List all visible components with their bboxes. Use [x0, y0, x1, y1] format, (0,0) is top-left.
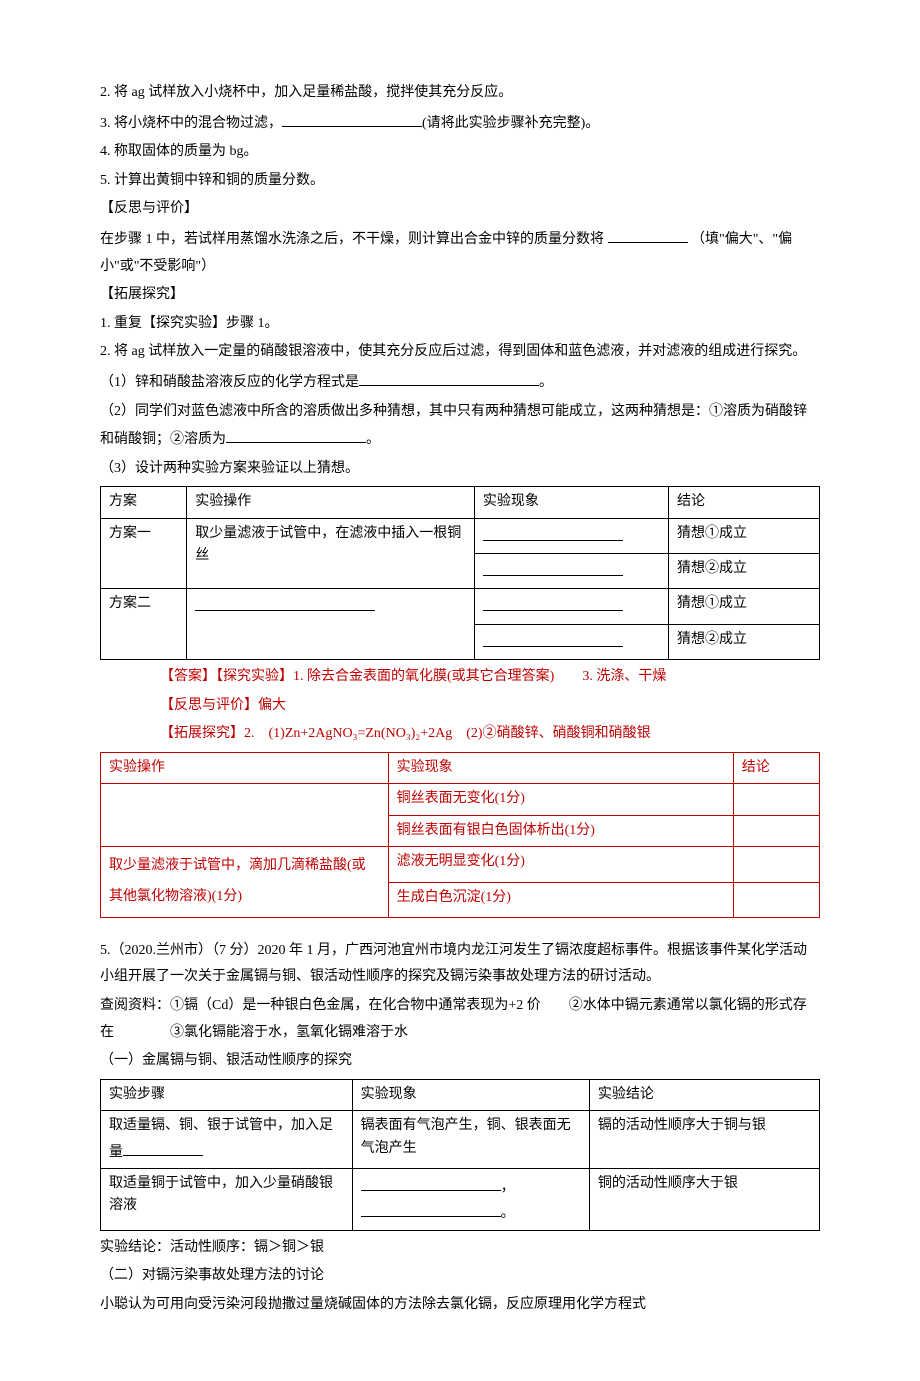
step-5: 5. 计算出黄铜中锌和铜的质量分数。 [100, 168, 820, 195]
th-concl: 结论 [668, 487, 819, 518]
th-op: 实验操作 [187, 487, 475, 518]
cell-plan1: 方案一 [101, 518, 187, 589]
blank-step3[interactable] [282, 109, 422, 127]
extend-2-2: （2）同学们对蓝色滤液中所含的溶质做出多种猜想，其中只有两种猜想可能成立，这两种… [100, 399, 820, 454]
q5-info: 查阅资料：①镉（Cd）是一种银白色金属，在化合物中通常表现为+2 价 ②水体中镉… [100, 993, 820, 1046]
extend-2: 2. 将 ag 试样放入一定量的硝酸银溶液中，使其充分反应后过滤，得到固体和蓝色… [100, 339, 820, 366]
th-concl: 结论 [733, 753, 819, 784]
table-plan: 方案 实验操作 实验现象 结论 方案一 取少量滤液于试管中，在滤液中插入一根铜丝… [100, 486, 820, 660]
th-concl: 实验结论 [589, 1079, 819, 1110]
blank-cell[interactable] [483, 593, 623, 611]
th-phenom: 实验现象 [352, 1079, 589, 1110]
cell-concl: 猜想①成立 [668, 518, 819, 553]
table-row: 铜丝表面无变化(1分) [101, 784, 820, 815]
cell-phenom [474, 518, 668, 553]
table-row: 实验操作 实验现象 结论 [101, 753, 820, 784]
extend-1: 1. 重复【探究实验】步骤 1。 [100, 311, 820, 338]
th-plan: 方案 [101, 487, 187, 518]
step-3-text-a: 3. 将小烧杯中的混合物过滤， [100, 116, 282, 131]
q5-part2: （二）对镉污染事故处理方法的讨论 [100, 1263, 820, 1290]
extend-2-1-a: （1）锌和硝酸盐溶液反应的化学方程式是 [100, 375, 359, 390]
cell-phenom: 镉表面有气泡产生，铜、银表面无气泡产生 [352, 1111, 589, 1169]
table-row: 方案一 取少量滤液于试管中，在滤液中插入一根铜丝 猜想①成立 [101, 518, 820, 553]
q5-part1: （一）金属镉与铜、银活动性顺序的探究 [100, 1048, 820, 1075]
cell-concl: 猜想②成立 [668, 624, 819, 659]
table-row: 取适量镉、铜、银于试管中，加入足量 镉表面有气泡产生，铜、银表面无气泡产生 镉的… [101, 1111, 820, 1169]
cell-concl: 猜想①成立 [668, 589, 819, 624]
table-answer: 实验操作 实验现象 结论 铜丝表面无变化(1分) 铜丝表面有银白色固体析出(1分… [100, 752, 820, 918]
cell-concl: 猜想②成立 [668, 554, 819, 589]
th-step: 实验步骤 [101, 1079, 353, 1110]
step-4: 4. 称取固体的质量为 bg。 [100, 139, 820, 166]
cell-concl [733, 882, 819, 917]
reflect-a: 在步骤 1 中，若试样用蒸馏水洗涤之后，不干燥，则计算出合金中锌的质量分数将 [100, 232, 604, 247]
extend-2-1: （1）锌和硝酸盐溶液反应的化学方程式是 。 [100, 368, 820, 397]
table-row: 方案二 猜想①成立 [101, 589, 820, 624]
blank-cell[interactable] [483, 629, 623, 647]
q5-conclusion: 实验结论：活动性顺序：镉＞铜＞银 [100, 1235, 820, 1262]
reflect-text: 在步骤 1 中，若试样用蒸馏水洗涤之后，不干燥，则计算出合金中锌的质量分数将 （… [100, 225, 820, 280]
extend-2-2-b: 。 [366, 432, 380, 447]
heading-reflect: 【反思与评价】 [100, 196, 820, 223]
cell-concl: 铜的活动性顺序大于银 [589, 1168, 819, 1230]
step-2: 2. 将 ag 试样放入小烧杯中，加入足量稀盐酸，搅拌使其充分反应。 [100, 80, 820, 107]
cell-step: 取适量镉、铜、银于试管中，加入足量 [101, 1111, 353, 1169]
blank-reagent[interactable] [123, 1138, 203, 1156]
blank-cell[interactable] [483, 523, 623, 541]
table-row: 取少量滤液于试管中，滴加几滴稀盐酸(或其他氯化物溶液)(1分) 滤液无明显变化(… [101, 847, 820, 882]
extend-2-1-b: 。 [539, 375, 553, 390]
cell-phenom: 铜丝表面无变化(1分) [388, 784, 733, 815]
blank-reflect[interactable] [608, 225, 688, 243]
step-3-text-b: (请将此实验步骤补充完整)。 [422, 116, 599, 131]
q5-xiaocong: 小聪认为可用向受污染河段抛撒过量烧碱固体的方法除去氯化镉，反应原理用化学方程式 [100, 1292, 820, 1319]
blank-equation[interactable] [359, 368, 539, 386]
cell-phenom: 生成白色沉淀(1分) [388, 882, 733, 917]
cell-plan2: 方案二 [101, 589, 187, 660]
cell-op2 [187, 589, 475, 660]
blank-phenom-a[interactable] [361, 1173, 501, 1191]
blank-guess2[interactable] [226, 425, 366, 443]
th-phenom: 实验现象 [474, 487, 668, 518]
cell-phenom: 铜丝表面有银白色固体析出(1分) [388, 815, 733, 846]
th-op: 实验操作 [101, 753, 389, 784]
cell-op: 取少量滤液于试管中，滴加几滴稀盐酸(或其他氯化物溶液)(1分) [101, 847, 389, 918]
table-q5: 实验步骤 实验现象 实验结论 取适量镉、铜、银于试管中，加入足量 镉表面有气泡产… [100, 1079, 820, 1231]
q5-intro: 5.（2020.兰州市）（7 分）2020 年 1 月，广西河池宜州市境内龙江河… [100, 938, 820, 991]
table-row: 方案 实验操作 实验现象 结论 [101, 487, 820, 518]
cell-concl [733, 784, 819, 815]
extend-2-3: （3）设计两种实验方案来验证以上猜想。 [100, 456, 820, 483]
cell-concl [733, 847, 819, 882]
cell-phenom [474, 624, 668, 659]
answer-2: 【反思与评价】偏大 [100, 693, 820, 720]
th-phenom: 实验现象 [388, 753, 733, 784]
cell-phenom [474, 589, 668, 624]
cell-concl [733, 815, 819, 846]
step-3: 3. 将小烧杯中的混合物过滤， (请将此实验步骤补充完整)。 [100, 109, 820, 138]
answer-1: 【答案】【探究实验】1. 除去合金表面的氧化膜(或其它合理答案) 3. 洗涤、干… [100, 664, 820, 691]
cell-op1: 取少量滤液于试管中，在滤液中插入一根铜丝 [187, 518, 475, 589]
cell-phenom: 滤液无明显变化(1分) [388, 847, 733, 882]
answer-3: 【拓展探究】2. (1)Zn+2AgNO₃=Zn(NO₃)₂+2Ag (2)②硝… [100, 721, 820, 748]
blank-cell[interactable] [483, 558, 623, 576]
table-row: 实验步骤 实验现象 实验结论 [101, 1079, 820, 1110]
cell-phenom: ，。 [352, 1168, 589, 1230]
cell-step: 取适量铜于试管中，加入少量硝酸银溶液 [101, 1168, 353, 1230]
blank-phenom-b[interactable] [361, 1199, 501, 1217]
heading-extend: 【拓展探究】 [100, 282, 820, 309]
cell-op [101, 784, 389, 847]
cell-concl: 镉的活动性顺序大于铜与银 [589, 1111, 819, 1169]
cell-phenom [474, 554, 668, 589]
extend-2-2-a: （2）同学们对蓝色滤液中所含的溶质做出多种猜想，其中只有两种猜想可能成立，这两种… [100, 404, 807, 448]
blank-cell[interactable] [195, 593, 375, 611]
table-row: 取适量铜于试管中，加入少量硝酸银溶液 ，。 铜的活动性顺序大于银 [101, 1168, 820, 1230]
